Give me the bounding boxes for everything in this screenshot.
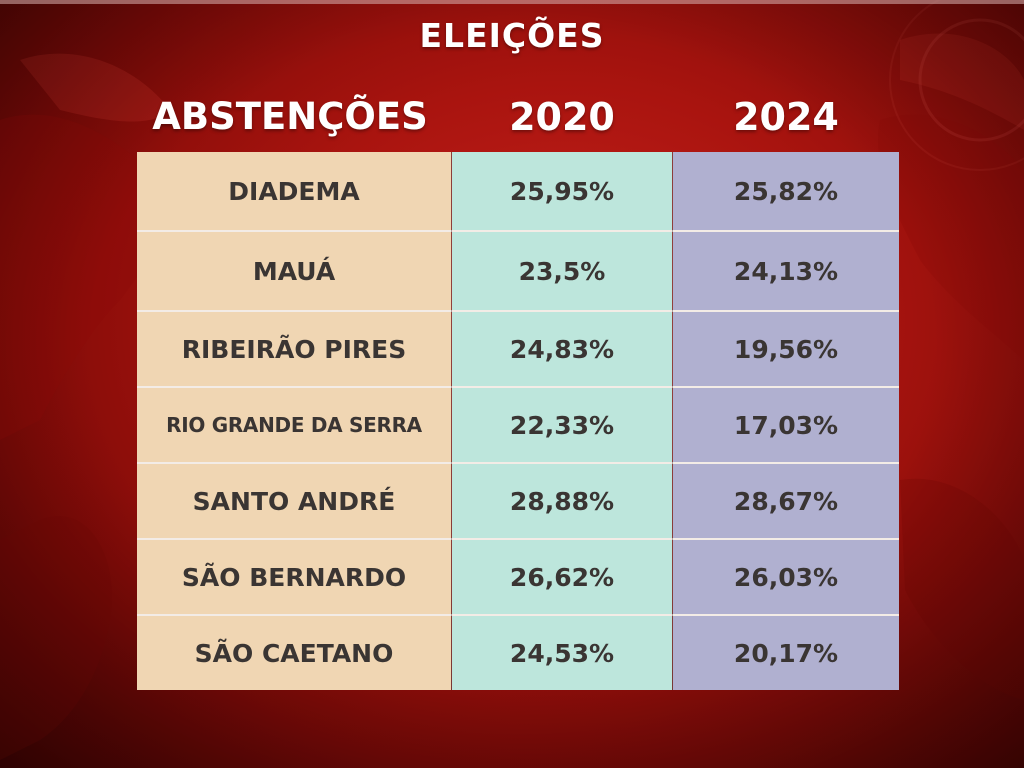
header-2024: 2024 [733,95,839,139]
value-2020-cell: 24,53% [452,616,672,690]
header-abstencoes: ABSTENÇÕES [152,95,428,138]
abstention-table: DIADEMA 25,95% 25,82% MAUÁ 23,5% 24,13% RIBEIR… [137,152,899,690]
city-name-cell: DIADEMA [137,152,451,230]
row-separator [137,614,899,616]
value-2020-cell: 26,62% [452,540,672,614]
top-border-line [0,0,1024,4]
city-name-cell: MAUÁ [137,232,451,310]
page-title: ELEIÇÕES [419,16,605,55]
value-2020-cell: 24,83% [452,312,672,386]
city-name-cell: SÃO CAETANO [137,616,451,690]
value-2020-cell: 28,88% [452,464,672,538]
city-name-cell: RIBEIRÃO PIRES [137,312,451,386]
city-name-cell: SÃO BERNARDO [137,540,451,614]
row-separator [137,230,899,232]
value-2020-cell: 22,33% [452,388,672,462]
city-name-cell: SANTO ANDRÉ [137,464,451,538]
table-row: DIADEMA 25,95% 25,82% [137,152,899,230]
table-row: SÃO CAETANO 24,53% 20,17% [137,616,899,690]
table-row: RIO GRANDE DA SERRA 22,33% 17,03% [137,388,899,462]
table-header: ABSTENÇÕES 2020 2024 [0,92,1024,142]
table-row: SÃO BERNARDO 26,62% 26,03% [137,540,899,614]
table-row: MAUÁ 23,5% 24,13% [137,232,899,310]
value-2024-cell: 20,17% [673,616,899,690]
row-separator [137,310,899,312]
value-2024-cell: 28,67% [673,464,899,538]
row-separator [137,462,899,464]
value-2024-cell: 26,03% [673,540,899,614]
row-separator [137,386,899,388]
row-separator [137,538,899,540]
table-row: SANTO ANDRÉ 28,88% 28,67% [137,464,899,538]
column-separator [451,152,452,690]
value-2024-cell: 25,82% [673,152,899,230]
value-2024-cell: 24,13% [673,232,899,310]
value-2020-cell: 25,95% [452,152,672,230]
table-row: RIBEIRÃO PIRES 24,83% 19,56% [137,312,899,386]
column-separator [672,152,673,690]
value-2024-cell: 17,03% [673,388,899,462]
value-2024-cell: 19,56% [673,312,899,386]
city-name-cell: RIO GRANDE DA SERRA [137,388,451,462]
value-2020-cell: 23,5% [452,232,672,310]
header-2020: 2020 [509,95,615,139]
